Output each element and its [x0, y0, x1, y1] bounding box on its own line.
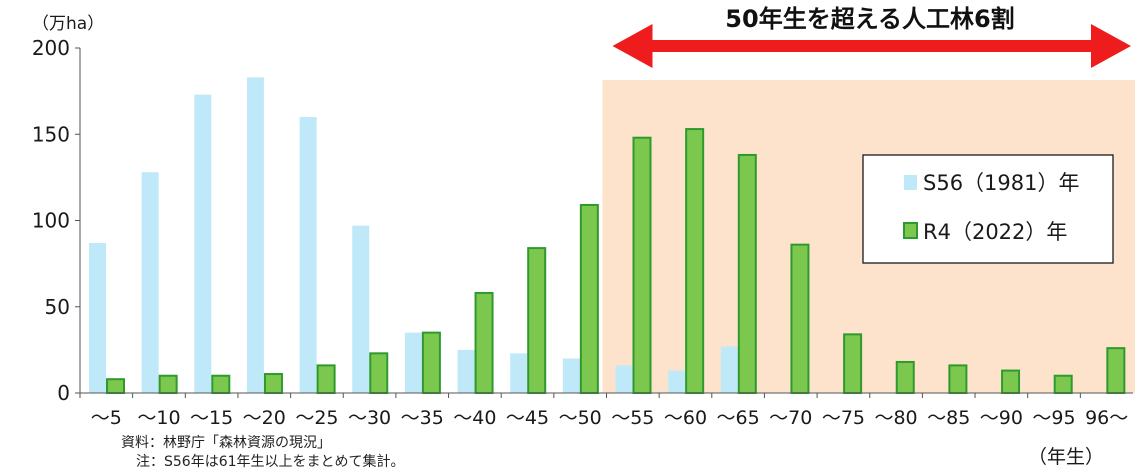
bar-s56 [404, 332, 422, 393]
y-tick-label: 200 [32, 36, 70, 60]
x-tick-label: ～5 [91, 407, 122, 429]
x-ticks: ～5 ～10 ～15 ～20 ～25 ～30 ～35 ～40 ～45 ～50 ～55 ～60 ～65 ～7… [79, 393, 1128, 429]
annotation-arrow: 50年生を超える人工林6割 [612, 5, 1131, 68]
x-tick-label: ～85 [927, 407, 970, 429]
bar-r4 [1001, 369, 1021, 395]
x-tick-label: ～20 [243, 407, 286, 429]
x-tick-label: ～65 [717, 407, 760, 429]
x-tick-label: ～35 [401, 407, 444, 429]
bar-r4 [421, 331, 441, 394]
x-tick-label: 96～ [1085, 407, 1128, 429]
legend-label-s56: S56（1981）年 [923, 171, 1080, 195]
bar-r4 [1053, 374, 1073, 394]
x-tick-label: ～80 [874, 407, 917, 429]
x-axis-unit: （年生） [1028, 446, 1104, 468]
y-tick-label: 50 [45, 295, 70, 319]
bar-s56 [720, 346, 738, 393]
bar-r4 [211, 374, 231, 394]
y-tick-label: 150 [32, 122, 70, 146]
bar-r4 [843, 333, 863, 395]
legend-swatch-s56 [904, 175, 917, 190]
x-tick-label: ～50 [559, 407, 602, 429]
y-axis-unit: （万ha） [32, 14, 104, 34]
bar-r4 [685, 128, 705, 394]
x-tick-label: ～15 [190, 407, 233, 429]
y-tick-label: 100 [32, 209, 70, 233]
legend-label-r4: R4（2022）年 [923, 220, 1067, 244]
bar-s56 [299, 117, 317, 393]
bar-r4 [369, 352, 389, 395]
bar-r4 [790, 243, 810, 394]
bar-r4 [263, 373, 283, 394]
bar-s56 [194, 94, 212, 393]
remark-note: 注：S56年は61年生以上をまとめて集計。 [136, 453, 405, 470]
bar-s56 [668, 370, 686, 393]
bar-r4 [632, 136, 652, 394]
x-tick-label: ～30 [348, 407, 391, 429]
x-tick-label: ～70 [769, 407, 812, 429]
x-tick-label: ～10 [137, 407, 180, 429]
bar-s56 [352, 225, 370, 393]
bar-s56 [246, 77, 264, 393]
legend-box [862, 154, 1114, 264]
source-note: 資料：林野庁「森林資源の現況」 [121, 435, 331, 451]
bar-r4 [895, 360, 915, 395]
red-double-arrow-icon [612, 24, 1131, 68]
x-tick-label: ～60 [664, 407, 707, 429]
bar-r4 [579, 203, 599, 394]
bar-r4 [527, 247, 547, 394]
bar-r4 [1106, 347, 1126, 394]
x-tick-label: ～55 [611, 407, 654, 429]
y-tick-label: 0 [57, 381, 70, 405]
y-ticks: 0 50 100 150 200 [32, 36, 80, 405]
x-tick-label: ～75 [822, 407, 865, 429]
x-tick-label: ～90 [980, 407, 1023, 429]
x-tick-label: ～45 [506, 407, 549, 429]
bar-r4 [474, 291, 494, 395]
bar-r4 [948, 364, 968, 394]
bar-s56 [457, 349, 475, 393]
bar-r4 [316, 364, 336, 394]
bar-s56 [615, 365, 633, 393]
legend: S56（1981）年 R4（2022）年 [862, 154, 1114, 264]
annotation-headline: 50年生を超える人工林6割 [725, 5, 1014, 33]
bar-s56 [510, 353, 528, 393]
x-tick-label: ～95 [1032, 407, 1075, 429]
x-tick-label: ～40 [453, 407, 496, 429]
bars-layer [89, 77, 1126, 395]
bar-r4 [737, 153, 757, 394]
x-tick-label: ～25 [295, 407, 338, 429]
bar-r4 [158, 374, 178, 394]
bar-r4 [106, 378, 125, 395]
legend-swatch-r4 [903, 222, 918, 239]
bar-s56 [562, 358, 580, 393]
bar-s56 [141, 172, 159, 393]
bar-s56 [89, 242, 106, 393]
